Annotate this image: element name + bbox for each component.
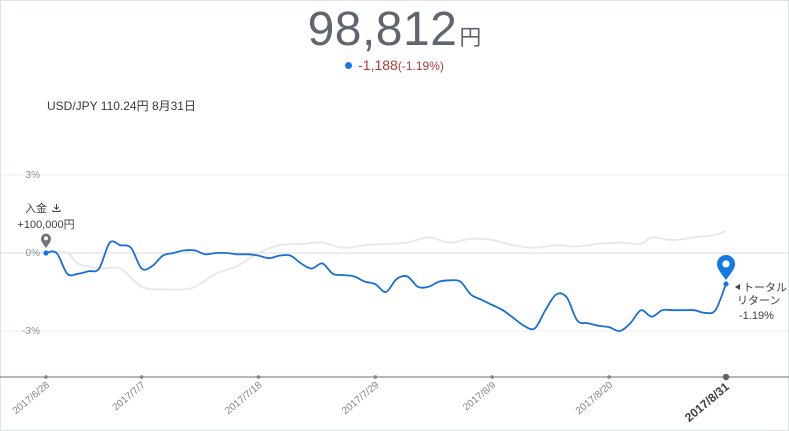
change-amount: -1,188 [358,57,398,73]
x-tick-mark [44,375,48,379]
end-point[interactable] [723,281,729,287]
deposit-pin-icon [41,233,51,248]
fx-rate-label: USD/JPY 110.24円 8月31日 [47,99,196,113]
x-tick-mark [490,375,495,379]
y-tick-label: 0% [26,248,41,259]
total-return-label-line1: トータル [743,281,787,294]
x-tick-label: 2017/7/29 [340,380,381,417]
x-axis-ticks: 2017/6/28 2017/7/7 2017/7/18 2017/7/29 2017/… [11,373,732,425]
total-return-value: -1.19% [739,310,774,322]
x-tick-mark [722,373,730,381]
x-tick-mark [139,375,144,379]
change-percent: (-1.19%) [397,59,444,73]
x-tick-label: 2017/8/20 [574,380,615,417]
portfolio-line[interactable] [45,240,727,332]
x-tick-mark [256,375,261,379]
x-tick-mark [607,375,611,379]
pointer-caret-icon [735,284,740,290]
total-value-number: 98,812 [307,3,458,56]
x-tick-label: 2017/8/9 [461,380,498,414]
total-value: 98,812円 [0,2,789,57]
x-tick-label: 2017/7/7 [111,380,148,414]
y-tick-label: -3% [22,326,40,337]
y-tick-label: 3% [26,170,41,181]
deposit-label: 入金 [25,201,47,215]
start-point [43,250,49,256]
total-return-label-line2: リターン [737,294,780,307]
deposit-amount: +100,000円 [17,219,74,231]
download-icon [52,204,61,212]
x-tick-label: 2017/8/31 [682,379,732,424]
total-value-unit: 円 [459,25,482,50]
location-pin-icon[interactable] [717,254,735,280]
benchmark-line [45,229,727,291]
summary-header: 98,812円 -1,188(-1.19%) [0,0,789,80]
x-tick-label: 2017/6/28 [11,380,52,417]
change-summary: -1,188(-1.19%) [0,57,789,73]
x-tick-label: 2017/7/18 [223,380,264,417]
x-tick-mark [373,375,378,379]
series-dot-icon [345,61,353,69]
